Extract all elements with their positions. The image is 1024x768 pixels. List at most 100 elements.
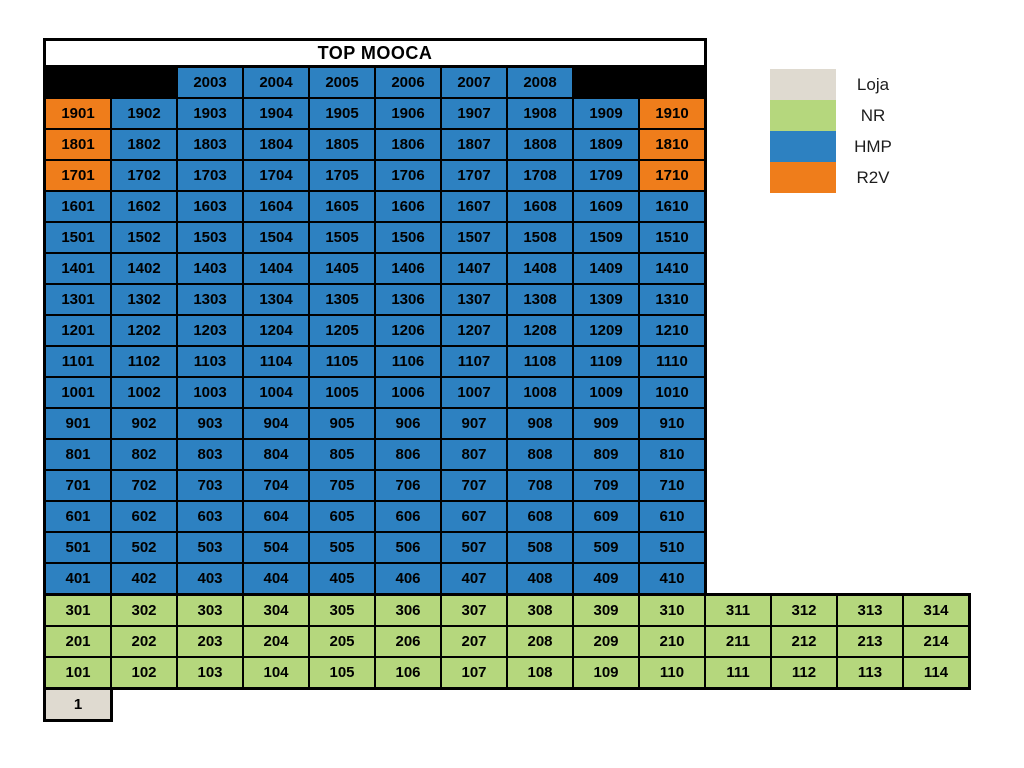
unit-cell-205: 205 (310, 627, 374, 656)
unit-cell-310: 310 (640, 596, 704, 625)
year-row-blank (46, 68, 110, 97)
unit-cell-906: 906 (376, 409, 440, 438)
unit-cell-1803: 1803 (178, 130, 242, 159)
unit-cell-1703: 1703 (178, 161, 242, 190)
unit-cell-311: 311 (706, 596, 770, 625)
unit-cell-1704: 1704 (244, 161, 308, 190)
unit-cell-407: 407 (442, 564, 506, 593)
unit-cell-1705: 1705 (310, 161, 374, 190)
unit-cell-509: 509 (574, 533, 638, 562)
unit-cell-1103: 1103 (178, 347, 242, 376)
unit-cell-1601: 1601 (46, 192, 110, 221)
unit-cell-610: 610 (640, 502, 704, 531)
unit-cell-1603: 1603 (178, 192, 242, 221)
unit-cell-1909: 1909 (574, 99, 638, 128)
legend-label-loja: Loja (856, 75, 890, 94)
unit-cell-104: 104 (244, 658, 308, 687)
unit-cell-107: 107 (442, 658, 506, 687)
unit-cell-309: 309 (574, 596, 638, 625)
unit-cell-1906: 1906 (376, 99, 440, 128)
unit-cell-1102: 1102 (112, 347, 176, 376)
unit-cell-605: 605 (310, 502, 374, 531)
unit-cell-312: 312 (772, 596, 836, 625)
unit-cell-1307: 1307 (442, 285, 506, 314)
unit-cell-504: 504 (244, 533, 308, 562)
unit-cell-1310: 1310 (640, 285, 704, 314)
unit-cell-907: 907 (442, 409, 506, 438)
unit-cell-1402: 1402 (112, 254, 176, 283)
unit-cell-1802: 1802 (112, 130, 176, 159)
unit-cell-601: 601 (46, 502, 110, 531)
unit-cell-111: 111 (706, 658, 770, 687)
unit-cell-1008: 1008 (508, 378, 572, 407)
unit-cell-1308: 1308 (508, 285, 572, 314)
unit-cell-1209: 1209 (574, 316, 638, 345)
unit-cell-204: 204 (244, 627, 308, 656)
unit-cell-1509: 1509 (574, 223, 638, 252)
unit-cell-803: 803 (178, 440, 242, 469)
unit-cell-1302: 1302 (112, 285, 176, 314)
unit-cell-1510: 1510 (640, 223, 704, 252)
unit-cell-1406: 1406 (376, 254, 440, 283)
unit-cell-1009: 1009 (574, 378, 638, 407)
unit-cell-1508: 1508 (508, 223, 572, 252)
unit-cell-113: 113 (838, 658, 902, 687)
unit-cell-1710: 1710 (640, 161, 704, 190)
unit-cell-314: 314 (904, 596, 968, 625)
unit-cell-1602: 1602 (112, 192, 176, 221)
unit-cell-403: 403 (178, 564, 242, 593)
unit-cell-505: 505 (310, 533, 374, 562)
unit-cell-1401: 1401 (46, 254, 110, 283)
unit-cell-103: 103 (178, 658, 242, 687)
unit-cell-807: 807 (442, 440, 506, 469)
unit-cell-1609: 1609 (574, 192, 638, 221)
unit-cell-1608: 1608 (508, 192, 572, 221)
unit-cell-1201: 1201 (46, 316, 110, 345)
unit-cell-1202: 1202 (112, 316, 176, 345)
unit-cell-1105: 1105 (310, 347, 374, 376)
year-row-blank (112, 68, 176, 97)
legend-swatch-hmp (770, 131, 836, 162)
unit-cell-1808: 1808 (508, 130, 572, 159)
unit-cell-114: 114 (904, 658, 968, 687)
unit-cell-1505: 1505 (310, 223, 374, 252)
unit-cell-1707: 1707 (442, 161, 506, 190)
unit-cell-1309: 1309 (574, 285, 638, 314)
unit-cell-704: 704 (244, 471, 308, 500)
unit-cell-910: 910 (640, 409, 704, 438)
unit-cell-606: 606 (376, 502, 440, 531)
legend-item-r2v: R2V (770, 162, 910, 193)
unit-cell-1810: 1810 (640, 130, 704, 159)
unit-cell-1001: 1001 (46, 378, 110, 407)
unit-cell-110: 110 (640, 658, 704, 687)
ground-section: 1 (43, 687, 113, 722)
unit-cell-1110: 1110 (640, 347, 704, 376)
unit-cell-404: 404 (244, 564, 308, 593)
unit-cell-1709: 1709 (574, 161, 638, 190)
legend-item-loja: Loja (770, 69, 910, 100)
year-row-blank (574, 68, 638, 97)
unit-cell-905: 905 (310, 409, 374, 438)
tower-grid: 2003 2004 2005 2006 2007 2008 1901 1902 1903 1904… (43, 65, 707, 596)
unit-cell-1104: 1104 (244, 347, 308, 376)
unit-cell-203: 203 (178, 627, 242, 656)
unit-cell-213: 213 (838, 627, 902, 656)
unit-cell-901: 901 (46, 409, 110, 438)
unit-cell-1206: 1206 (376, 316, 440, 345)
legend-item-hmp: HMP (770, 131, 910, 162)
unit-cell-507: 507 (442, 533, 506, 562)
unit-cell-109: 109 (574, 658, 638, 687)
legend: Loja NR HMP R2V (770, 69, 910, 193)
unit-cell-305: 305 (310, 596, 374, 625)
unit-cell-304: 304 (244, 596, 308, 625)
unit-cell-705: 705 (310, 471, 374, 500)
unit-cell-607: 607 (442, 502, 506, 531)
unit-cell-904: 904 (244, 409, 308, 438)
unit-cell-1610: 1610 (640, 192, 704, 221)
unit-cell-408: 408 (508, 564, 572, 593)
unit-cell-1905: 1905 (310, 99, 374, 128)
unit-cell-506: 506 (376, 533, 440, 562)
unit-cell-510: 510 (640, 533, 704, 562)
unit-cell-1502: 1502 (112, 223, 176, 252)
year-cell-2005: 2005 (310, 68, 374, 97)
